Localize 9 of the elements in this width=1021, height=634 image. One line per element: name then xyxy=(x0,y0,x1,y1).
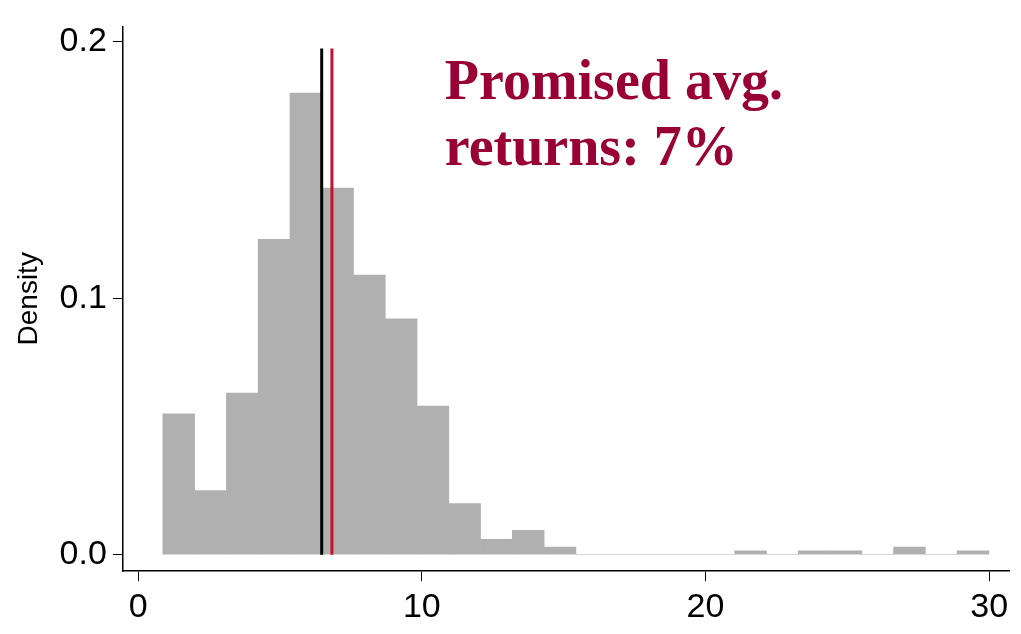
annotation: Promised avg. returns: 7% xyxy=(444,48,783,177)
y-tick-label: 0.0 xyxy=(59,533,107,572)
x-tick-label: 0 xyxy=(128,585,148,624)
y-tick-label: 0.1 xyxy=(59,276,107,315)
x-tick-label: 20 xyxy=(686,585,725,624)
y-tick-label: 0.2 xyxy=(59,20,107,59)
y-axis-title: Density xyxy=(11,252,43,346)
x-tick-label: 10 xyxy=(402,585,441,624)
x-tick-label: 30 xyxy=(970,585,1009,624)
